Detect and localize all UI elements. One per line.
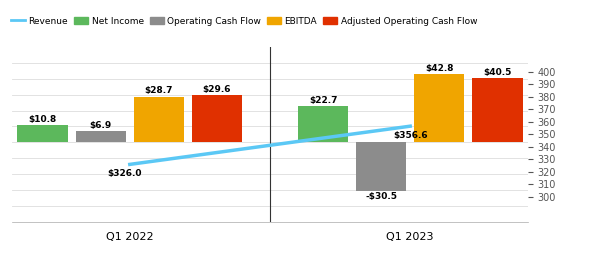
Bar (472, 78, 523, 142)
Text: $42.8: $42.8 (425, 64, 454, 73)
Text: $356.6: $356.6 (394, 131, 428, 140)
Text: $29.6: $29.6 (203, 85, 231, 94)
Bar (17, 125, 68, 142)
Bar (356, 142, 406, 191)
Text: $326.0: $326.0 (107, 169, 142, 178)
Bar (76, 131, 126, 142)
Text: $10.8: $10.8 (29, 115, 57, 124)
Text: $40.5: $40.5 (483, 68, 511, 77)
Text: -$30.5: -$30.5 (365, 192, 397, 201)
Bar (298, 106, 349, 142)
Text: $22.7: $22.7 (309, 96, 337, 105)
Legend: Revenue, Net Income, Operating Cash Flow, EBITDA, Adjusted Operating Cash Flow: Revenue, Net Income, Operating Cash Flow… (8, 13, 481, 29)
Text: $6.9: $6.9 (89, 121, 112, 130)
Text: $28.7: $28.7 (145, 86, 173, 96)
Bar (134, 97, 184, 142)
Bar (414, 74, 464, 142)
Bar (191, 95, 242, 142)
